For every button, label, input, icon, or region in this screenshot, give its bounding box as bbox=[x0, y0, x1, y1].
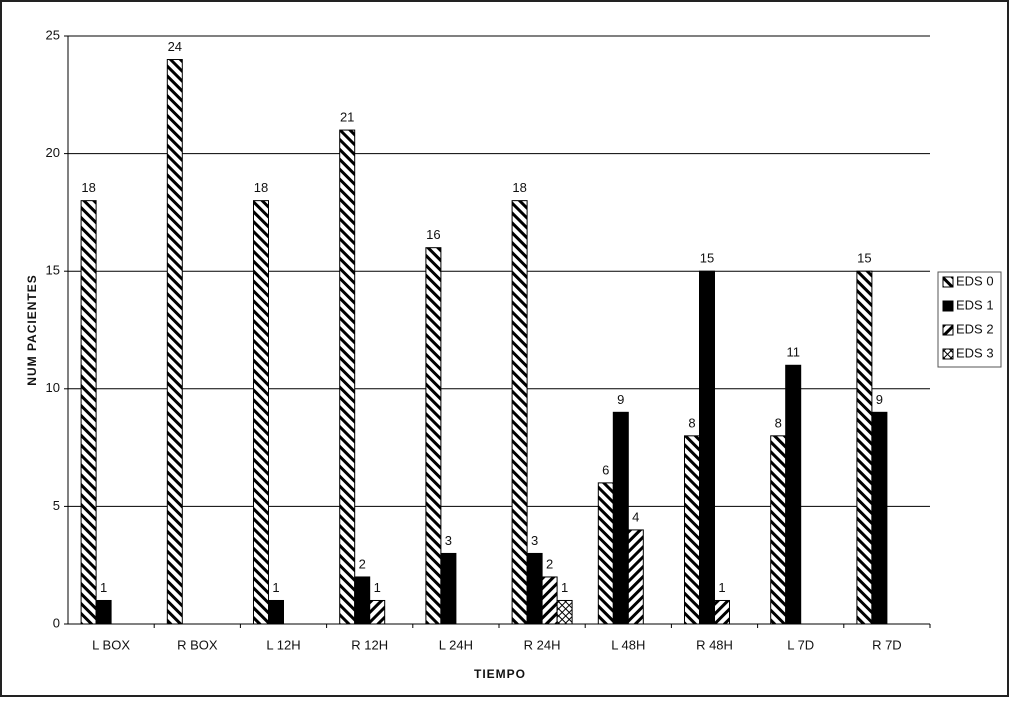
bar bbox=[80, 200, 97, 625]
bar bbox=[684, 435, 700, 625]
x-tick-label: L 48H bbox=[611, 637, 645, 652]
data-label: 11 bbox=[786, 345, 800, 360]
bar bbox=[166, 59, 183, 625]
data-label: 8 bbox=[775, 415, 782, 430]
x-tick-label: L BOX bbox=[92, 637, 130, 652]
y-tick-label: 0 bbox=[53, 615, 60, 630]
bar bbox=[369, 599, 386, 625]
bar bbox=[268, 599, 284, 625]
data-label: 21 bbox=[340, 110, 354, 125]
y-tick-label: 10 bbox=[46, 380, 60, 395]
bar bbox=[95, 599, 112, 625]
x-axis-title: TIEMPO bbox=[474, 667, 526, 681]
data-label: 1 bbox=[561, 580, 568, 595]
data-label: 9 bbox=[876, 392, 883, 407]
bar bbox=[526, 552, 543, 625]
x-tick-label: R 12H bbox=[351, 637, 388, 652]
data-label: 3 bbox=[445, 533, 452, 548]
bar bbox=[627, 529, 644, 625]
data-label: 4 bbox=[632, 509, 639, 524]
bar bbox=[511, 200, 528, 625]
bar bbox=[785, 364, 802, 625]
data-label: 15 bbox=[700, 251, 714, 266]
bar bbox=[699, 270, 715, 625]
bar bbox=[440, 552, 457, 625]
data-label: 1 bbox=[272, 580, 279, 595]
y-tick-label: 20 bbox=[46, 145, 60, 160]
legend-swatch bbox=[942, 276, 954, 288]
data-label: 24 bbox=[168, 39, 182, 54]
x-tick-label: L 7D bbox=[787, 637, 814, 652]
legend-swatch bbox=[942, 348, 954, 360]
data-label: 3 bbox=[531, 533, 538, 548]
data-label: 2 bbox=[546, 556, 553, 571]
y-tick-label: 25 bbox=[46, 27, 60, 42]
y-tick-label: 5 bbox=[53, 498, 60, 513]
legend-label: EDS 1 bbox=[956, 297, 994, 312]
y-axis-title: NUM PACIENTES bbox=[25, 274, 39, 385]
x-tick-label: R 48H bbox=[696, 637, 733, 652]
data-label: 1 bbox=[100, 580, 107, 595]
x-tick-label: L 24H bbox=[439, 637, 473, 652]
bar bbox=[714, 599, 730, 625]
data-label: 16 bbox=[426, 227, 440, 242]
bar bbox=[871, 411, 888, 625]
legend-swatch bbox=[942, 324, 954, 336]
x-tick-label: L 12H bbox=[266, 637, 300, 652]
bar bbox=[339, 129, 356, 625]
data-label: 6 bbox=[602, 462, 609, 477]
legend-label: EDS 2 bbox=[956, 321, 994, 336]
data-label: 15 bbox=[857, 251, 871, 266]
bar bbox=[253, 200, 269, 625]
data-label: 18 bbox=[81, 180, 95, 195]
x-tick-label: R BOX bbox=[177, 637, 218, 652]
bar bbox=[856, 270, 873, 625]
data-label: 18 bbox=[254, 180, 268, 195]
x-tick-label: R 24H bbox=[524, 637, 561, 652]
bar bbox=[425, 247, 442, 625]
data-label: 1 bbox=[718, 580, 725, 595]
bar bbox=[612, 411, 629, 625]
legend-label: EDS 0 bbox=[956, 273, 994, 288]
bar bbox=[354, 576, 371, 625]
y-tick-label: 15 bbox=[46, 263, 60, 278]
bar bbox=[556, 599, 573, 625]
frame bbox=[0, 0, 1009, 697]
data-label: 1 bbox=[374, 580, 381, 595]
data-label: 9 bbox=[617, 392, 624, 407]
legend-label: EDS 3 bbox=[956, 345, 994, 360]
bar bbox=[597, 482, 614, 625]
x-tick-label: R 7D bbox=[872, 637, 902, 652]
data-label: 18 bbox=[512, 180, 526, 195]
bar bbox=[770, 435, 787, 625]
bar bbox=[541, 576, 558, 625]
data-label: 2 bbox=[359, 556, 366, 571]
legend-swatch bbox=[942, 300, 954, 312]
data-label: 8 bbox=[688, 415, 695, 430]
